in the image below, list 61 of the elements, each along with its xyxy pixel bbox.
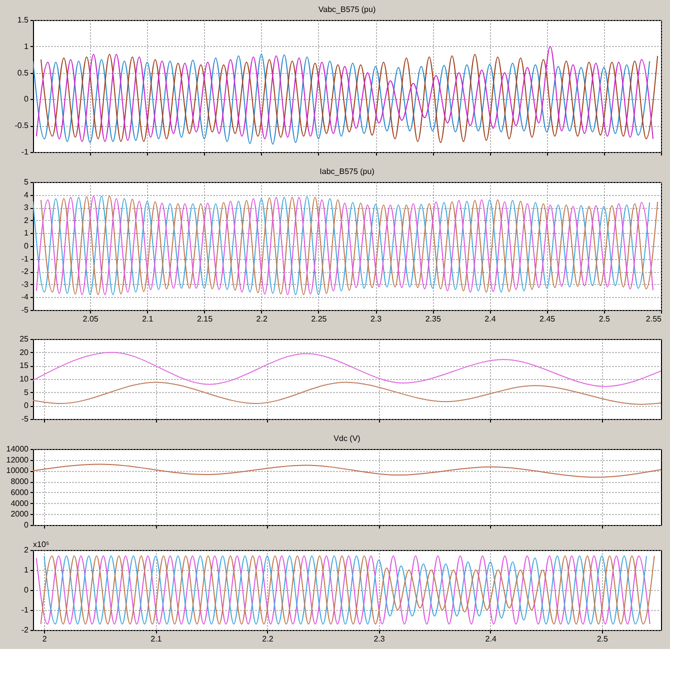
y-tick-label: -1 [21,254,30,264]
y-tick-label: -5 [21,306,30,314]
y-tick-label: 1 [24,228,30,238]
x-tick-label: 2.3 [370,314,382,324]
line-series [33,352,661,387]
x-tick-label: 2.1 [150,634,162,644]
y-tick-label: 1 [24,42,30,51]
y-tick-label: 8000 [10,477,30,486]
x-tick-label: 2.45 [540,314,556,324]
x-tick-label: 2.4 [484,314,496,324]
y-tick-label: -0.5 [14,121,30,130]
line-series [33,464,661,478]
y-tick-label: 5 [24,178,30,186]
y-tick-label: 0 [24,586,30,594]
y-tick-label: 10000 [6,466,30,476]
y-tick-label: -4 [21,292,30,302]
y-tick-label: -1 [21,606,30,614]
y-tick-label: 6000 [10,488,30,497]
y-tick-label: 0 [24,520,30,530]
y-tick-label: 3 [24,203,30,212]
x-tick-label: 2.35 [425,314,442,324]
x-tick-label: 2.15 [196,314,214,324]
y-tick-label: 12000 [6,455,30,464]
chart-title: Vdc (V) [334,434,361,443]
y-tick-label: 4000 [10,498,30,508]
y-tick-label: 20 [20,348,30,357]
x-tick-label: 2.4 [485,634,497,644]
x-tick-label: 2.1 [142,314,154,324]
y-tick-label: 14000 [6,444,30,454]
y-tick-label: 0 [24,401,30,410]
y-tick-label: 25 [20,334,30,344]
y-tick-label: -3 [21,280,30,289]
y-tick-label: 0.5 [17,68,30,78]
x-tick-label: 2.3 [374,634,386,644]
x-tick-label: 2.2 [262,634,274,644]
y-tick-label: -1 [21,148,30,156]
y-tick-label: -2 [21,626,30,634]
y-tick-label: 1 [24,566,30,574]
x-tick-label: 2 [42,634,48,644]
text: x10⁵ [33,540,50,549]
y-tick-label: 15 [20,361,30,370]
x-tick-label: 2.5 [598,314,611,324]
chart-title: Vabc_B575 (pu) [318,5,376,14]
y-tick-label: 5 [24,388,30,397]
x-tick-label: 2.2 [256,314,268,324]
y-tick-label: 2 [24,546,30,554]
y-tick-label: 0 [24,94,30,104]
chart-title: Iabc_B575 (pu) [320,167,375,176]
x-tick-label: 2.25 [311,314,328,324]
x-tick-label: 2.55 [646,314,662,324]
y-tick-label: 10 [20,374,30,384]
line-series [33,382,661,405]
y-tick-label: 0 [24,242,30,250]
x-tick-label: 2.05 [82,314,99,324]
y-tick-label: -2 [21,267,30,276]
y-tick-label: 1.5 [17,16,30,24]
x-tick-label: 2.5 [596,634,608,644]
y-tick-label: 4 [24,190,30,200]
y-tick-label: -5 [21,414,30,424]
y-tick-label: 2 [24,216,30,225]
y-tick-label: 2000 [10,510,30,519]
